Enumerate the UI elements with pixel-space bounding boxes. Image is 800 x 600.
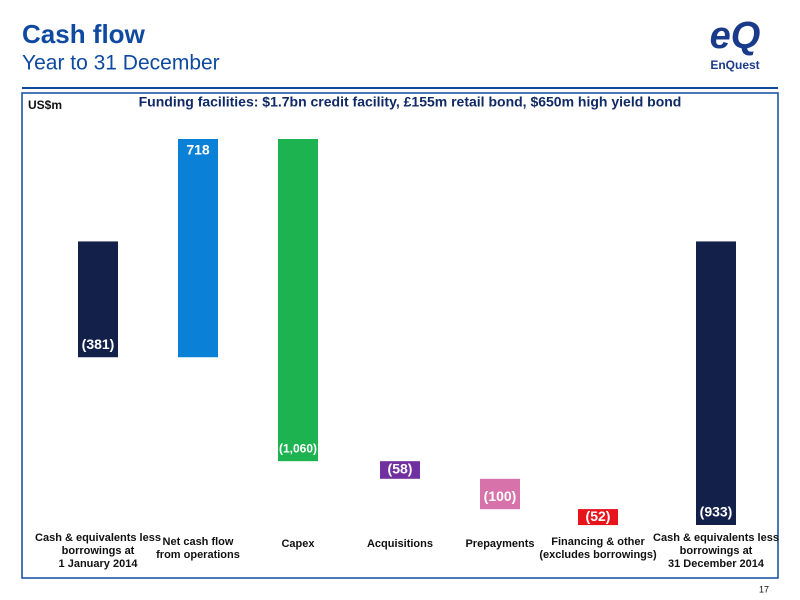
page-number: 17 xyxy=(759,584,769,594)
bar xyxy=(696,241,736,526)
value-label: (381) xyxy=(82,336,115,352)
slide-subtitle: Year to 31 December xyxy=(22,52,220,75)
bar xyxy=(578,509,618,526)
value-label: (100) xyxy=(484,488,517,504)
bar xyxy=(278,139,318,462)
chart-frame xyxy=(21,92,779,579)
category-label: Prepayments xyxy=(465,538,535,550)
category-label: Cash & equivalents less borrowings at 31… xyxy=(653,532,779,570)
logo-text: EnQuest xyxy=(710,58,759,72)
value-label: (1,060) xyxy=(279,441,317,455)
slide-title: Cash flow xyxy=(22,19,146,49)
value-label: (52) xyxy=(586,508,611,524)
value-label: 718 xyxy=(186,142,210,158)
value-label: (58) xyxy=(388,461,413,477)
bar xyxy=(178,139,218,358)
category-label: Financing & other (excludes borrowings) xyxy=(539,536,657,561)
category-label: Net cash flow from operations xyxy=(156,536,240,561)
bar xyxy=(78,241,118,358)
category-label: Acquisitions xyxy=(366,538,433,550)
bar xyxy=(480,478,520,510)
unit-label: US$m xyxy=(28,98,62,112)
chart-title: Funding facilities: $1.7bn credit facili… xyxy=(139,94,682,110)
category-label: Cash & equivalents less borrowings at 1 … xyxy=(35,532,161,570)
value-label: (933) xyxy=(700,504,733,520)
category-label: Capex xyxy=(281,538,315,550)
logo-mark: eQ xyxy=(710,15,761,57)
bar xyxy=(380,461,420,479)
